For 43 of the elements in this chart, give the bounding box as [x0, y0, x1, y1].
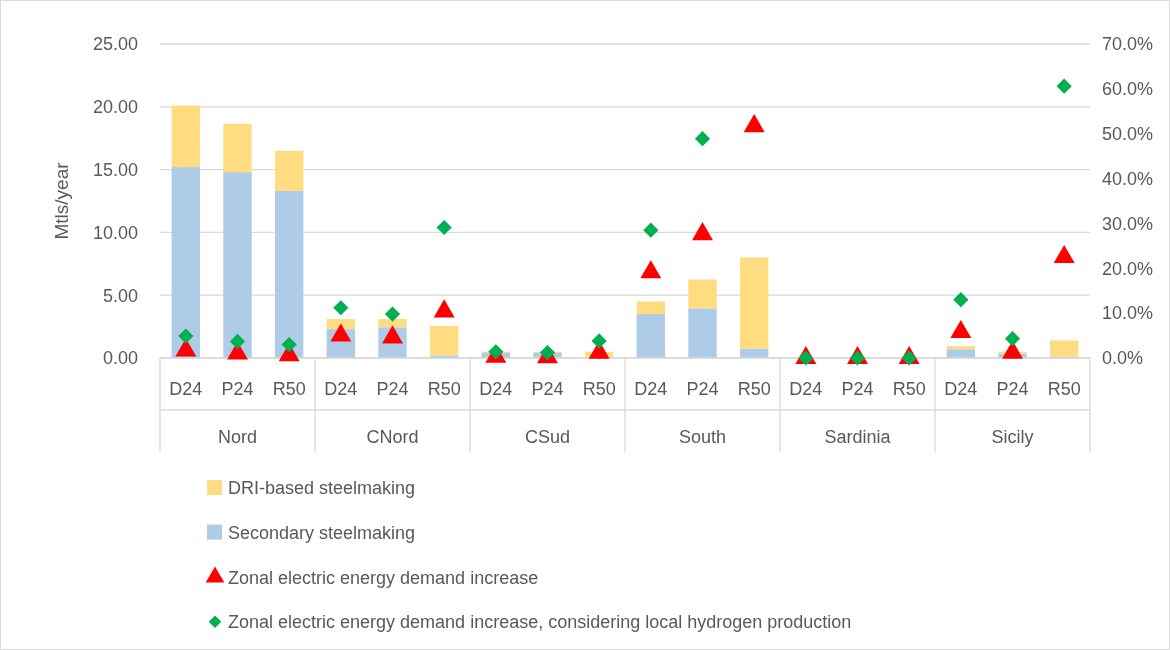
- y-axis-title: Mtls/year: [51, 161, 72, 240]
- text: Nord: [217, 427, 258, 448]
- text: CNord: [366, 427, 419, 448]
- x-tick-label: D24: [634, 379, 668, 400]
- x-tick-label: R50: [892, 379, 926, 400]
- text: Sardinia: [824, 427, 892, 448]
- y2-tick-label: 40.0%: [1102, 168, 1154, 189]
- x-tick-label: P24: [841, 379, 874, 400]
- y-tick-label: 10.00: [92, 222, 138, 243]
- x-tick-label: P24: [376, 379, 409, 400]
- y2-tick-label: 70.0%: [1102, 34, 1154, 55]
- text: CSud: [524, 427, 571, 448]
- x-tick-label: D24: [324, 379, 358, 400]
- x-tick-label: D24: [789, 379, 823, 400]
- x-tick-label: D24: [479, 379, 513, 400]
- x-tick-label: D24: [944, 379, 978, 400]
- text: Sicily: [991, 427, 1034, 448]
- y2-tick-label: 60.0%: [1102, 79, 1154, 100]
- y2-tick-label: 20.0%: [1102, 258, 1154, 279]
- y-tick-label: 5.00: [102, 285, 138, 306]
- y2-tick-label: 0.0%: [1102, 348, 1144, 369]
- y-tick-label: 25.00: [92, 34, 138, 55]
- x-tick-label: P24: [221, 379, 254, 400]
- legend-label: Zonal electric energy demand increase, considering local hydrogen production: [228, 612, 852, 633]
- y2-tick-label: 50.0%: [1102, 124, 1154, 145]
- text: South: [678, 427, 727, 448]
- legend-label: DRI-based steelmaking: [228, 478, 416, 499]
- x-tick-label: P24: [531, 379, 564, 400]
- y2-tick-label: 30.0%: [1102, 213, 1154, 234]
- x-tick-label: R50: [582, 379, 616, 400]
- x-tick-label: R50: [272, 379, 306, 400]
- x-tick-label: P24: [686, 379, 719, 400]
- x-tick-label: R50: [427, 379, 461, 400]
- x-tick-label: R50: [1047, 379, 1081, 400]
- x-tick-label: D24: [169, 379, 203, 400]
- legend-label: Zonal electric energy demand increase: [228, 567, 539, 588]
- legend-label: Secondary steelmaking: [228, 522, 416, 543]
- y2-tick-label: 10.0%: [1102, 303, 1154, 324]
- x-tick-label: R50: [737, 379, 771, 400]
- y-tick-label: 0.00: [102, 348, 138, 369]
- y-tick-label: 20.00: [92, 97, 138, 118]
- x-tick-label: P24: [996, 379, 1029, 400]
- y-tick-label: 15.00: [92, 159, 138, 180]
